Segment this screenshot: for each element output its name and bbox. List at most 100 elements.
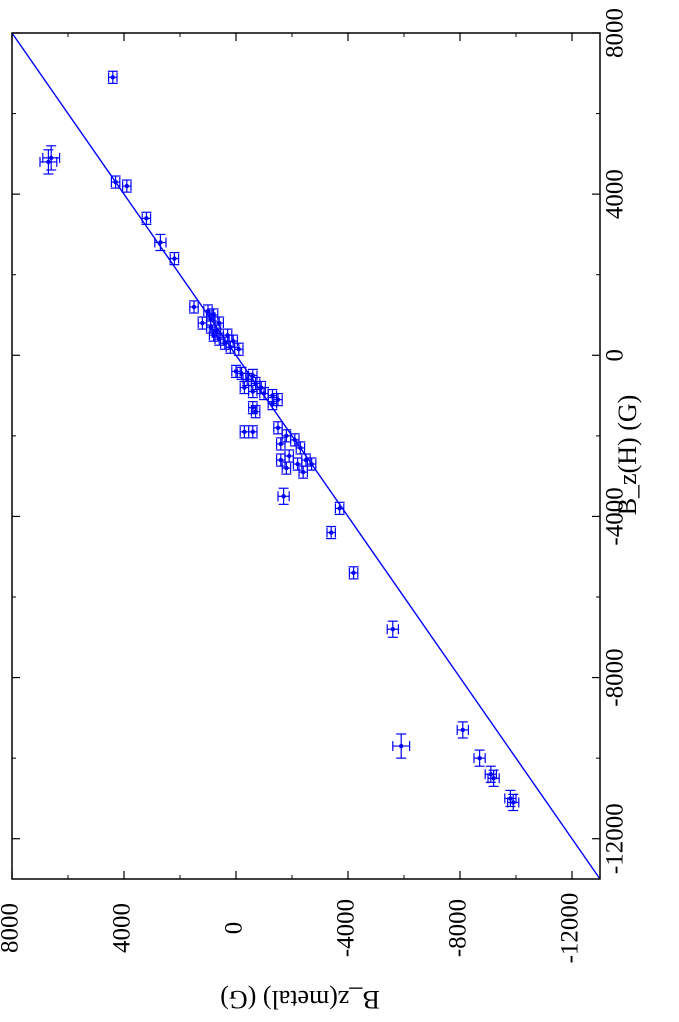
point-marker: [261, 391, 267, 396]
metal-axis-tick-label-text: -8000: [445, 899, 472, 957]
h-axis-tick-label-text: -12000: [602, 803, 629, 874]
data-points-layer: [39, 70, 520, 812]
metal-axis-tick-label: -4000: [333, 899, 360, 957]
point-marker: [236, 347, 241, 352]
x-axis-label: B_z(H) (G): [613, 395, 642, 516]
h-axis-tick-label: 8000: [602, 8, 629, 58]
point-marker: [329, 530, 334, 535]
data-point: [219, 336, 230, 350]
data-point: [110, 175, 121, 189]
data-point: [273, 392, 283, 407]
metal-axis-tick-label-text: 4000: [109, 903, 136, 953]
tick-labels-layer: -12000 -8000 -4000 0 4000 8000 8000 4000 0 -4000 -…: [0, 8, 629, 963]
data-point: [289, 433, 300, 447]
h-axis-tick-label-text: -8000: [602, 648, 629, 706]
data-point: [107, 70, 118, 84]
h-axis-tick-label-text: 4000: [602, 169, 629, 219]
data-point: [247, 425, 258, 439]
data-point: [348, 566, 359, 580]
h-axis-tick-label: 0: [602, 349, 629, 362]
h-axis-tick-label: -12000: [602, 803, 629, 874]
data-point: [306, 457, 317, 471]
point-marker: [250, 429, 255, 435]
data-point: [121, 179, 132, 193]
data-point: [141, 211, 152, 225]
point-marker: [491, 776, 496, 781]
point-marker: [208, 316, 213, 322]
data-point: [277, 487, 290, 505]
point-marker: [460, 727, 465, 733]
data-point: [386, 620, 399, 638]
data-point: [250, 405, 261, 419]
data-point: [273, 421, 283, 435]
y-axis-label: B_z(metal) (G): [220, 985, 380, 1014]
point-marker: [113, 179, 118, 185]
data-point: [197, 316, 208, 330]
point-marker: [200, 320, 205, 326]
data-point: [250, 376, 261, 391]
data-point: [334, 501, 345, 516]
y-axis-label-text: B_z(metal) (G): [220, 985, 380, 1014]
data-point: [154, 233, 167, 252]
metal-axis-tick-label-text: 0: [221, 922, 248, 935]
point-marker: [124, 183, 129, 189]
h-axis-tick-label-text: -4000: [602, 487, 629, 545]
point-marker: [390, 627, 395, 632]
point-marker: [217, 320, 222, 326]
data-point: [247, 401, 258, 415]
point-marker: [278, 457, 283, 463]
plot-frame: [11, 32, 601, 880]
point-marker: [295, 461, 300, 467]
point-marker: [508, 796, 513, 801]
point-marker: [284, 465, 289, 471]
point-marker: [477, 755, 482, 761]
data-point: [169, 251, 180, 266]
point-marker: [242, 429, 247, 435]
point-marker: [270, 401, 275, 406]
point-marker: [284, 433, 289, 439]
h-axis-tick-label: -4000: [602, 487, 629, 545]
data-point: [267, 396, 278, 411]
metal-axis-tick-label-text: -4000: [333, 899, 360, 957]
point-marker: [110, 75, 116, 80]
point-marker: [281, 494, 286, 499]
data-point: [189, 300, 199, 314]
metal-axis-tick-label: -12000: [557, 893, 584, 964]
metal-axis-tick-label: 0: [221, 922, 248, 935]
ticks-layer: [11, 32, 600, 879]
point-marker: [301, 469, 306, 475]
data-point: [326, 525, 337, 540]
h-axis-tick-label: 4000: [602, 169, 629, 219]
data-point: [507, 793, 520, 812]
data-point: [247, 384, 258, 399]
data-point: [298, 465, 309, 479]
point-marker: [287, 453, 292, 459]
point-marker: [191, 304, 197, 310]
x-axis-label-text: B_z(H) (G): [613, 395, 642, 516]
data-point: [392, 733, 411, 759]
point-marker: [488, 772, 493, 777]
point-marker: [511, 800, 516, 805]
metal-axis-tick-label-text: -12000: [557, 893, 584, 964]
data-point: [487, 769, 500, 787]
point-marker: [172, 256, 177, 261]
metal-axis-tick-label: 8000: [0, 903, 24, 953]
point-marker: [351, 570, 356, 576]
point-marker: [49, 155, 54, 161]
metal-axis-tick-label: -8000: [445, 899, 472, 957]
data-point: [225, 340, 236, 354]
point-marker: [242, 385, 247, 390]
point-marker: [228, 345, 233, 350]
point-marker: [144, 216, 149, 221]
data-point: [281, 461, 292, 475]
point-marker: [298, 445, 303, 451]
data-point: [233, 342, 244, 356]
point-marker: [292, 437, 297, 443]
point-marker: [245, 377, 250, 382]
h-axis-tick-label-text: 8000: [602, 8, 629, 58]
point-marker: [250, 389, 255, 394]
metal-axis-tick-label-text: 8000: [0, 903, 24, 953]
h-axis-tick-label: -8000: [602, 648, 629, 706]
point-marker: [309, 461, 314, 467]
